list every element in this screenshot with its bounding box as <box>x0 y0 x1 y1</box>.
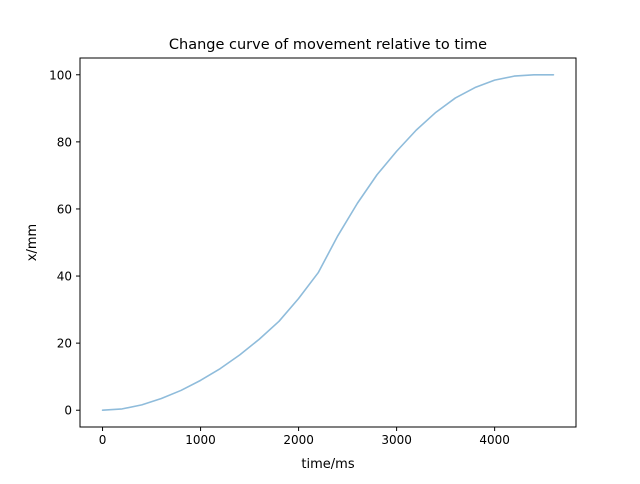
chart-title: Change curve of movement relative to tim… <box>169 37 487 53</box>
y-axis-label: x/mm <box>25 224 40 261</box>
x-axis: 0 1000 2000 3000 4000 <box>99 427 510 447</box>
y-tick-label: 80 <box>57 135 72 149</box>
x-tick-label: 2000 <box>283 433 314 447</box>
x-tick-label: 4000 <box>479 433 510 447</box>
y-tick-label: 40 <box>57 270 72 284</box>
y-tick-label: 0 <box>64 404 72 418</box>
x-tick-label: 3000 <box>381 433 412 447</box>
x-axis-label: time/ms <box>301 457 354 472</box>
x-tick-label: 0 <box>99 433 107 447</box>
y-tick-label: 60 <box>57 202 72 216</box>
plot-area <box>101 73 555 412</box>
y-tick-label: 20 <box>57 337 72 351</box>
y-tick-label: 100 <box>49 68 72 82</box>
x-tick-label: 1000 <box>185 433 216 447</box>
series-line-0 <box>101 73 555 412</box>
axes-frame <box>79 57 577 428</box>
y-axis: 0 20 40 60 80 100 <box>49 68 80 418</box>
